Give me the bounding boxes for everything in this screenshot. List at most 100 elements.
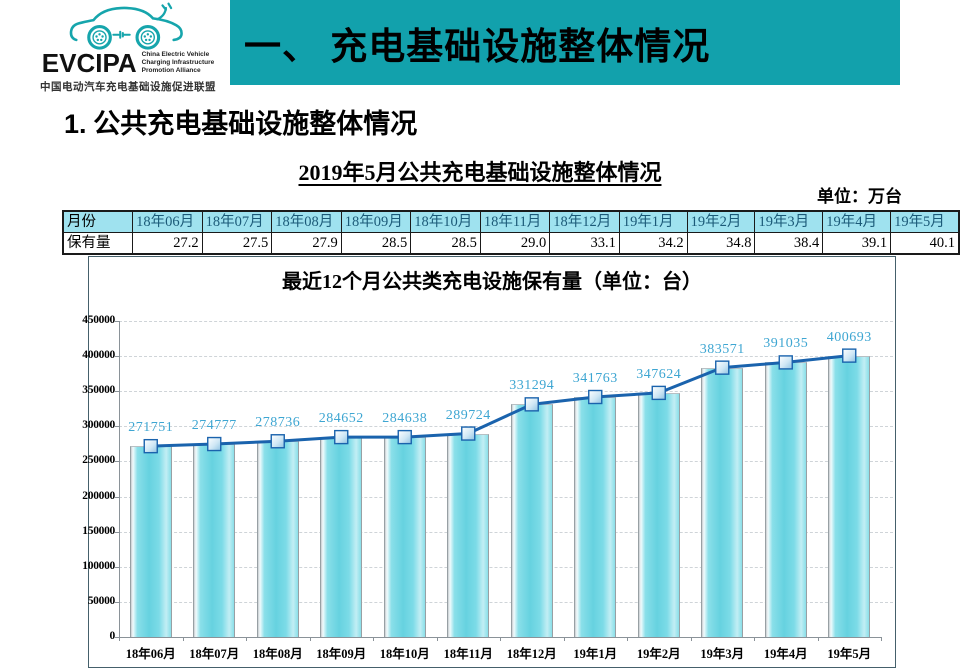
gridline <box>119 531 893 533</box>
slide-title-banner: 一、 充电基础设施整体情况 <box>230 0 900 85</box>
section-title: 公共充电基础设施整体情况 <box>86 109 418 139</box>
line-marker <box>143 438 158 454</box>
table-month-cell: 19年1月 <box>618 210 688 233</box>
bar <box>129 446 172 637</box>
x-axis-tick <box>373 637 374 641</box>
line-marker <box>461 426 476 441</box>
line-marker <box>207 436 222 452</box>
y-axis-label: 350000 <box>82 384 115 397</box>
x-axis-tick <box>436 637 438 641</box>
x-axis-label: 18年12月 <box>506 647 557 661</box>
line-marker <box>270 434 285 449</box>
bar <box>637 392 680 637</box>
line-marker <box>524 397 539 412</box>
bar <box>256 441 299 637</box>
month-row-header: 月份 <box>62 210 134 233</box>
y-axis-tick <box>115 391 119 393</box>
x-axis-tick <box>690 637 692 641</box>
y-axis-tick <box>115 637 119 638</box>
unit-label: 单位：万台 <box>817 187 902 206</box>
bar <box>193 444 236 637</box>
table-value-cell: 28.5 <box>340 232 412 255</box>
x-axis-label: 19年2月 <box>636 647 681 661</box>
x-axis-tick <box>881 637 882 641</box>
gridline <box>119 461 893 463</box>
line-marker <box>397 429 412 445</box>
logo-acronym: EVCIPA <box>41 48 137 78</box>
x-axis-line <box>119 637 881 638</box>
bar-value-label: 383571 <box>699 341 745 357</box>
table-value-cell: 27.2 <box>132 232 203 255</box>
table-value-cell: 29.0 <box>479 232 551 255</box>
x-axis-tick <box>309 637 311 641</box>
x-axis-tick <box>627 637 628 641</box>
table-value-cell: 39.1 <box>822 232 892 255</box>
slide-title: 一、 充电基础设施整体情况 <box>244 26 711 68</box>
bar <box>320 437 363 637</box>
x-axis-tick <box>246 637 247 641</box>
x-axis-label: 18年09月 <box>316 647 367 661</box>
y-axis-label: 400000 <box>82 349 115 362</box>
line-marker <box>588 389 603 405</box>
line-marker <box>651 385 666 401</box>
bar <box>828 355 871 637</box>
y-axis-tick <box>115 601 119 603</box>
trend-line <box>150 354 850 448</box>
y-axis-label: 0 <box>109 630 116 642</box>
table-value-cell: 27.5 <box>201 232 273 255</box>
line-marker <box>715 360 730 375</box>
bar-value-label: 289724 <box>445 407 491 423</box>
bar-value-label: 284638 <box>382 411 428 427</box>
table-value-cell: 38.4 <box>754 232 824 255</box>
table-month-cell: 19年5月 <box>890 210 960 233</box>
gridline <box>119 566 893 568</box>
x-axis-tick <box>182 637 184 641</box>
bar-value-label: 347624 <box>636 366 682 382</box>
ev-car-icon <box>69 2 183 50</box>
bar-value-label: 278736 <box>255 415 301 431</box>
table-month-cell: 18年12月 <box>549 210 620 233</box>
bar-value-label: 391035 <box>763 336 809 352</box>
value-row-header: 保有量 <box>62 232 134 255</box>
bar <box>574 397 617 637</box>
table-value-cell: 28.5 <box>410 232 481 255</box>
y-axis-label: 250000 <box>82 454 115 467</box>
section-number: 1. <box>64 109 87 139</box>
y-axis-label: 200000 <box>82 489 115 502</box>
y-axis-tick <box>115 356 119 358</box>
line-marker <box>334 429 349 445</box>
x-axis-label: 19年1月 <box>573 647 618 661</box>
y-axis-tick <box>115 426 119 428</box>
gridline <box>119 426 893 428</box>
table-value-cell: 34.2 <box>618 232 688 255</box>
bar <box>510 404 553 637</box>
y-axis-tick <box>115 496 119 498</box>
y-axis-line <box>119 321 120 637</box>
x-axis-label: 18年07月 <box>189 647 240 661</box>
chart-title: 最近12个月公共类充电设施保有量（单位：台） <box>282 271 702 293</box>
bar <box>383 437 426 637</box>
x-axis-tick <box>119 637 120 641</box>
table-month-cell: 18年09月 <box>340 210 412 233</box>
x-axis-tick <box>500 637 501 641</box>
y-axis-label: 100000 <box>82 559 115 572</box>
table-title: 2019年5月公共充电基础设施整体情况 <box>298 160 662 185</box>
gridline <box>119 496 893 498</box>
line-marker <box>842 348 857 363</box>
line-marker <box>778 355 793 370</box>
table-month-cell: 18年11月 <box>479 210 551 233</box>
x-axis-label: 19年5月 <box>827 647 872 661</box>
evcipa-logo: EVCIPA China Electric Vehicle Charging I… <box>28 2 228 98</box>
gridline <box>119 391 893 393</box>
y-axis-label: 50000 <box>87 594 116 607</box>
table-value-cell: 33.1 <box>549 232 620 255</box>
x-axis-label: 19年4月 <box>763 647 808 661</box>
logo-chinese-name: 中国电动汽车充电基础设施促进联盟 <box>40 81 216 93</box>
y-axis-tick <box>115 321 119 322</box>
x-axis-label: 18年11月 <box>443 647 493 661</box>
table-month-cell: 19年3月 <box>754 210 824 233</box>
bar-value-label: 331294 <box>509 378 555 394</box>
bar <box>764 362 807 637</box>
table-month-cell: 19年4月 <box>822 210 892 233</box>
x-axis-tick <box>817 637 819 641</box>
